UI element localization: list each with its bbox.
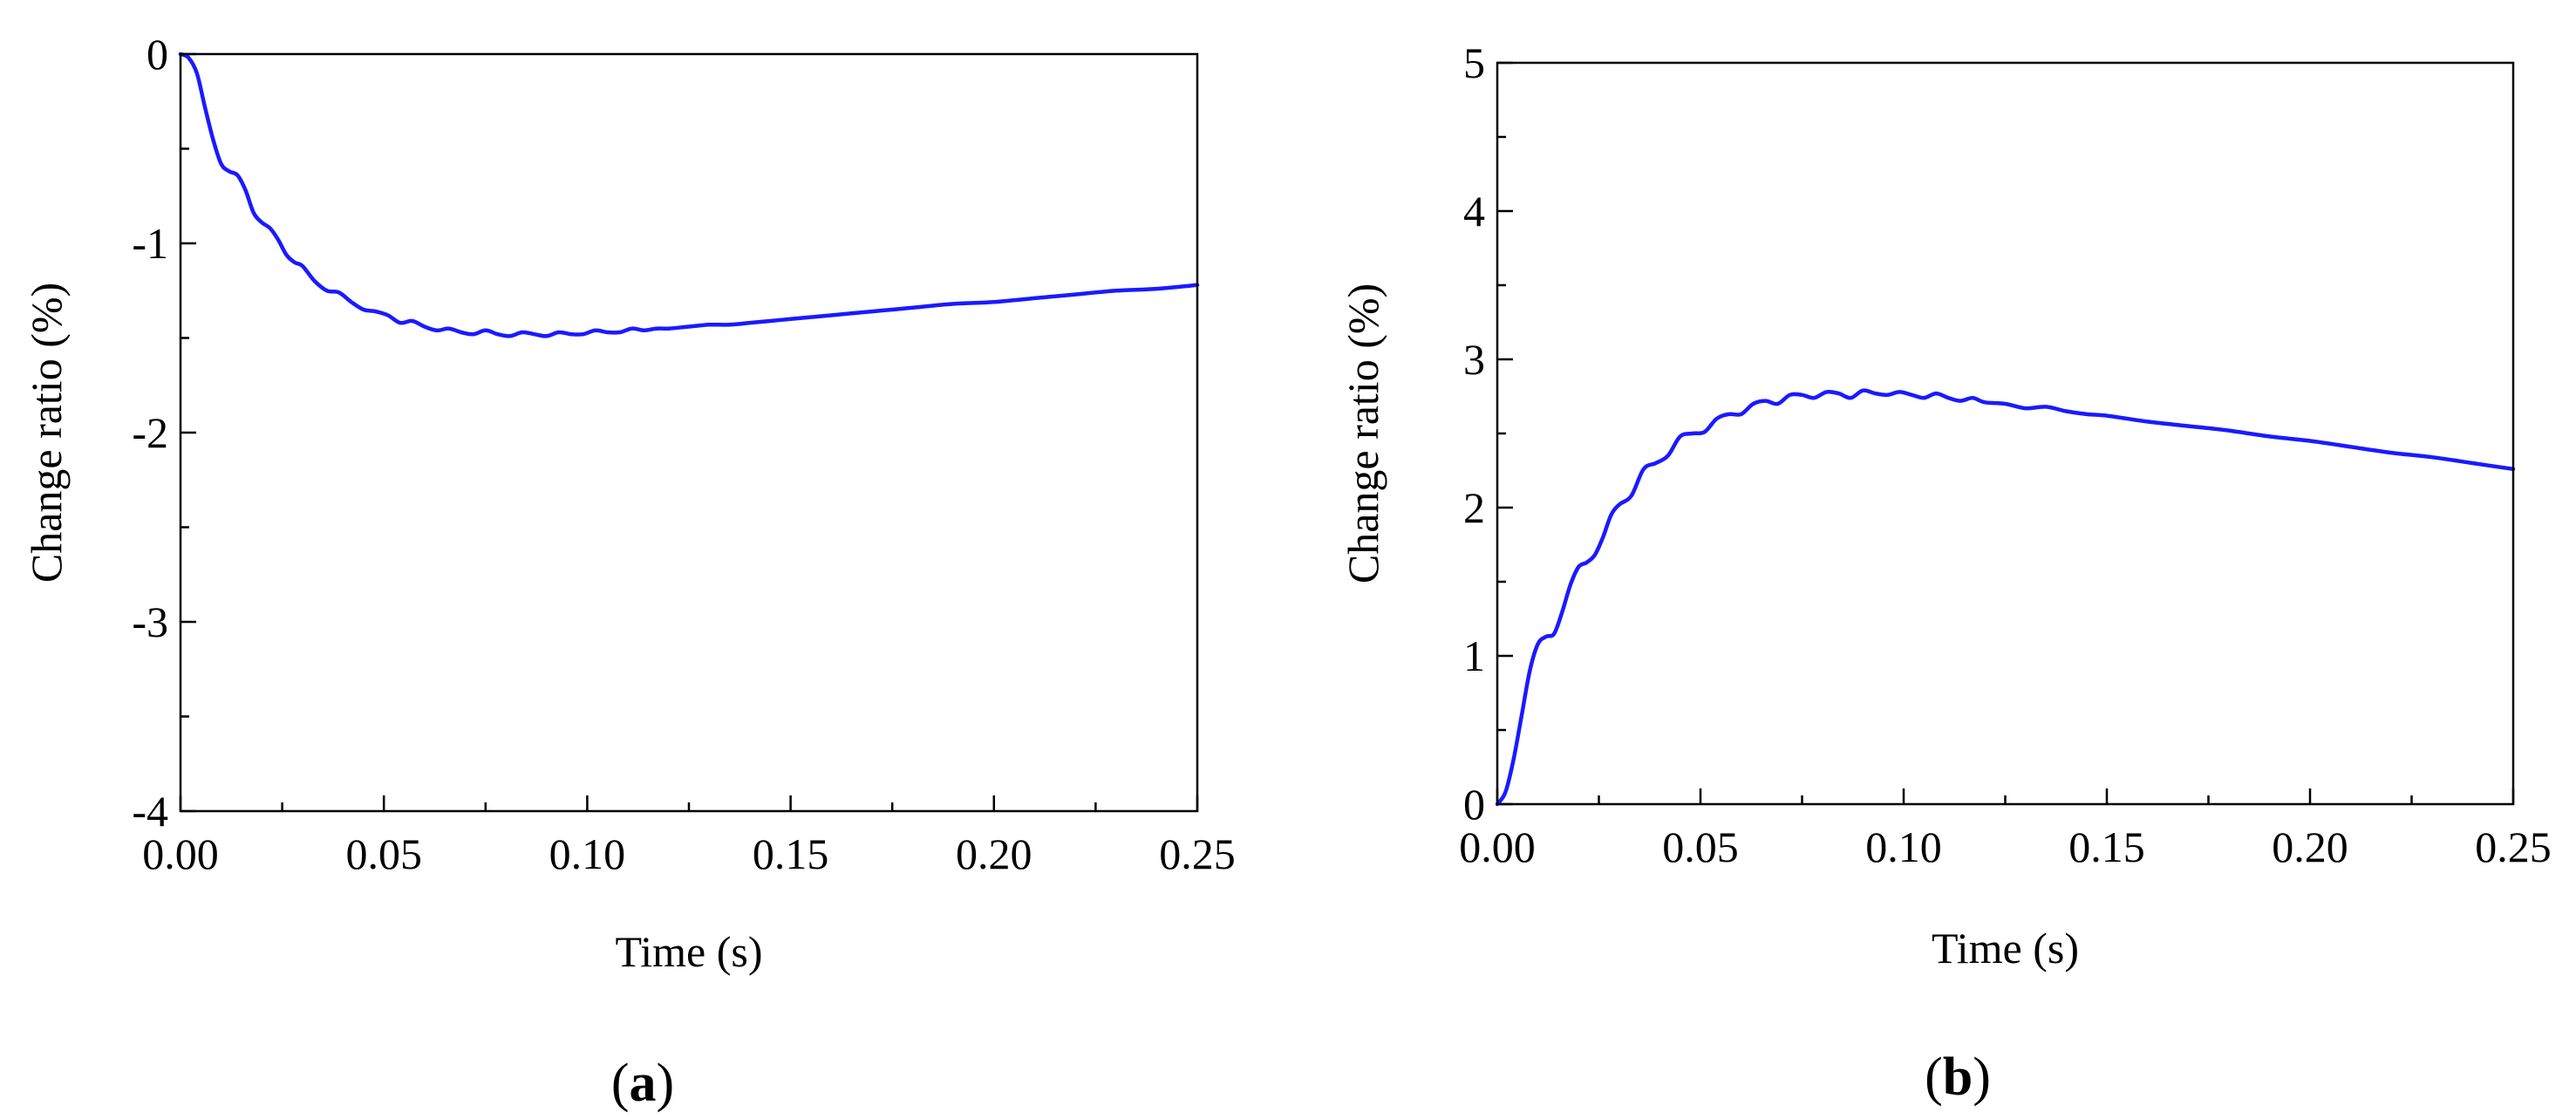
x-tick-label: 0.00 — [1459, 822, 1536, 871]
axis-ticks — [179, 52, 1199, 813]
y-axis-title: Change ratio (%) — [22, 283, 71, 583]
panel-label-letter: a — [630, 1054, 657, 1113]
y-tick-label: -2 — [132, 408, 168, 457]
y-tick-label: 3 — [1463, 335, 1485, 384]
tick-labels: 0.00 0.05 0.10 0.15 0.20 0.25 0 -1 -2 -3 -4 — [132, 30, 1235, 878]
x-axis-title: Time (s) — [615, 927, 762, 976]
x-tick-label: 0.20 — [2272, 822, 2348, 871]
plot-frame — [179, 52, 1199, 813]
x-tick-label: 0.10 — [1865, 822, 1942, 871]
x-tick-label: 0.00 — [142, 829, 219, 878]
series-line — [1495, 388, 2516, 807]
chart-panel-a: 0.00 0.05 0.10 0.15 0.20 0.25 0 -1 -2 -3 -4 Time (… — [22, 30, 1236, 1113]
panel-label-letter: b — [1943, 1047, 1973, 1107]
x-tick-label: 0.25 — [2475, 822, 2552, 871]
y-tick-label: 4 — [1463, 187, 1485, 235]
panel-label: (b) — [1925, 1047, 1991, 1107]
axis-ticks — [1496, 61, 2515, 806]
x-axis-title: Time (s) — [1932, 924, 2079, 972]
y-tick-label: 5 — [1463, 38, 1485, 87]
y-tick-label: 0 — [147, 30, 168, 78]
x-tick-label: 0.10 — [549, 829, 626, 878]
y-tick-label: 2 — [1463, 483, 1485, 532]
x-tick-label: 0.05 — [1662, 822, 1739, 871]
x-tick-label: 0.15 — [753, 829, 829, 878]
y-axis-title: Change ratio (%) — [1339, 283, 1387, 583]
panel-label: (a) — [611, 1054, 674, 1113]
y-tick-label: -3 — [132, 597, 168, 646]
y-tick-label: 1 — [1463, 631, 1485, 680]
x-tick-label: 0.05 — [345, 829, 422, 878]
x-tick-label: 0.20 — [956, 829, 1032, 878]
y-tick-label: 0 — [1463, 780, 1485, 829]
y-tick-label: -4 — [132, 787, 168, 836]
tick-labels: 0.00 0.05 0.10 0.15 0.20 0.25 0 1 2 3 4 5 — [1459, 38, 2552, 871]
plot-frame — [1496, 61, 2515, 806]
y-tick-label: -1 — [132, 219, 168, 268]
x-tick-label: 0.25 — [1159, 829, 1236, 878]
series-line — [178, 51, 1200, 338]
x-tick-label: 0.15 — [2068, 822, 2145, 871]
